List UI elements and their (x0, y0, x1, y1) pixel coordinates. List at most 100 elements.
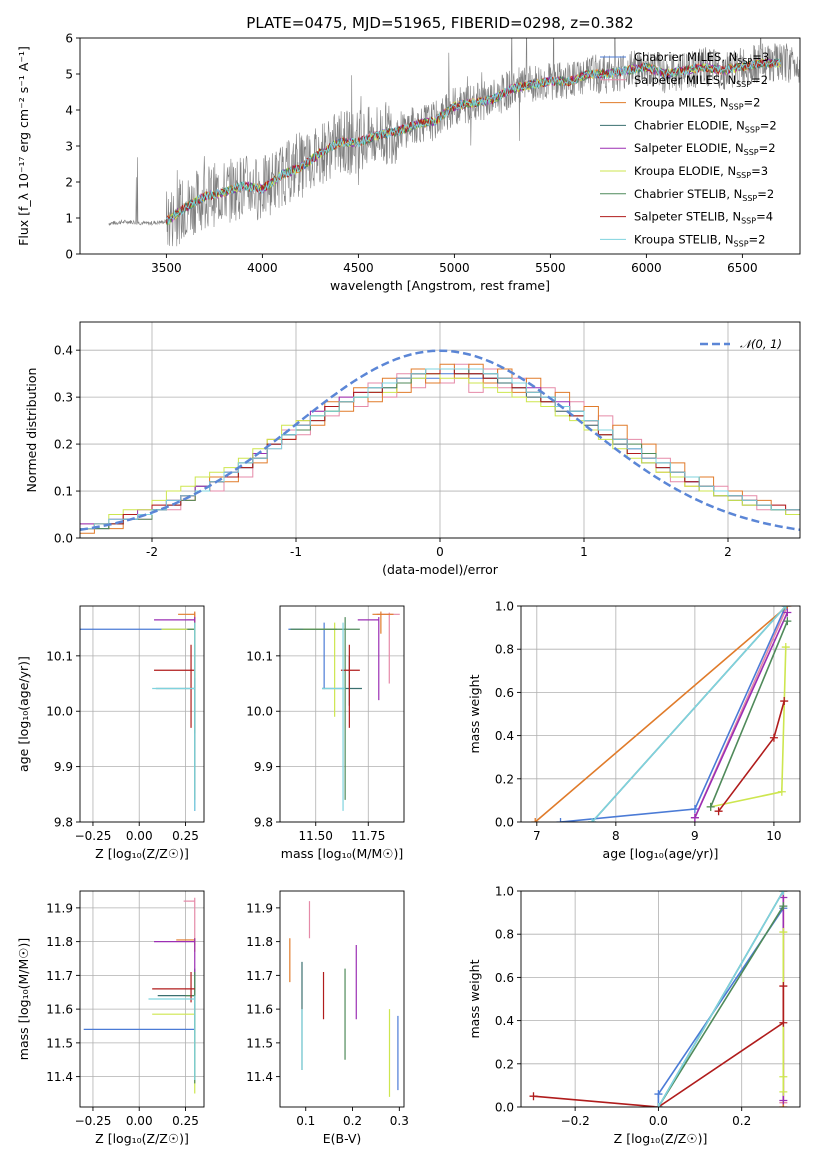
legend-label: Salpeter ELODIE, NSSP=2 (634, 141, 776, 157)
y-tick-label: 9.8 (254, 816, 273, 830)
x-tick-label: 2 (724, 545, 732, 559)
y-tick-label: 1.0 (495, 600, 514, 614)
legend-label: Chabrier STELIB, NSSP=2 (634, 187, 774, 203)
cumulative-marker (783, 608, 792, 617)
cumulative-line-kroupa-elodie (710, 646, 787, 808)
cumulative-marker (779, 1087, 788, 1096)
axes-frame (279, 890, 405, 1108)
x-tick-label: 3500 (151, 261, 182, 275)
legend-text: Chabrier STELIB, N (634, 187, 742, 201)
x-axis-label: wavelength [Angstrom, rest frame] (330, 278, 550, 293)
x-tick-label: −0.2 (561, 1114, 590, 1128)
legend-text: Salpeter MILES, N (634, 73, 736, 87)
y-tick-label: 11.6 (46, 1003, 73, 1017)
cumulative-marker (654, 1103, 663, 1107)
legend-subscript: SSP (736, 171, 751, 180)
legend-subscript: SSP (741, 217, 756, 226)
x-tick-label: 1 (580, 545, 588, 559)
legend-text: Kroupa ELODIE, N (634, 164, 736, 178)
chart-title: PLATE=0475, MJD=51965, FIBERID=0298, z=0… (246, 14, 633, 32)
cumulative-line-kroupa-stelib (591, 606, 787, 822)
x-axis-label: Z [log₁₀(Z/Z☉)] (95, 1131, 189, 1146)
y-tick-label: 0.4 (54, 344, 73, 358)
y-tick-label: 11.9 (246, 901, 273, 915)
cumulative-marker (654, 1090, 663, 1099)
legend-subscript: SSP (745, 125, 760, 134)
legend-label: 𝒩(0, 1) (740, 337, 782, 351)
panel-residuals: -2 -1 0 1 2 0.0 0.1 0.2 0.3 0.4 (data-model)/error… (24, 321, 801, 577)
legend-subscript: SSP (734, 239, 749, 248)
x-tick-label: 5000 (439, 261, 470, 275)
panel-cumweight_vs_age: 7 8 9 10 0.0 0.2 0.4 0.6 0.8 1.0 age [log₁₀(age/yr… (467, 600, 801, 861)
y-tick-label: 11.6 (246, 1003, 273, 1017)
panel-cumweight_vs_Z: −0.2 0.0 0.2 0.0 0.2 0.4 0.6 0.8 1.0 Z [log₁₀(Z/Z… (467, 885, 801, 1146)
legend-suffix: =3 (751, 164, 768, 178)
legend-suffix: =2 (757, 187, 774, 201)
panel-spectrum: 3500 4000 4500 5000 5500 6000 6500 0 1 2 3 4 5 6 wavel… (16, 32, 801, 293)
x-axis-label: Z [log₁₀(Z/Z☉)] (95, 846, 189, 861)
cumulative-line-chabrier-stelib (709, 620, 789, 808)
normal-curve (80, 349, 800, 532)
x-tick-label: 4000 (247, 261, 278, 275)
y-tick-label: 0.1 (54, 485, 73, 499)
x-axis-label: mass [log₁₀(M/M☉)] (281, 846, 403, 861)
x-tick-label: 11.50 (299, 829, 333, 843)
legend-text: Chabrier ELODIE, N (634, 118, 745, 132)
y-tick-label: 0.6 (495, 971, 514, 985)
cumulative-marker (777, 787, 786, 796)
x-tick-label: 8 (612, 829, 620, 843)
y-tick-label: 0.0 (495, 816, 514, 830)
y-tick-label: 3 (65, 140, 73, 154)
cumulative-marker (779, 928, 788, 937)
cumulative-marker (780, 697, 789, 706)
cumulative-marker (779, 1096, 788, 1105)
legend-label: Chabrier MILES, NSSP=3 (634, 50, 769, 66)
x-tick-label: 0.0 (649, 1114, 668, 1128)
axes-frame (79, 37, 801, 255)
x-tick-label: 0.00 (126, 1114, 153, 1128)
cumulative-marker (779, 902, 788, 911)
observed-spectrum-line (108, 38, 800, 247)
legend-suffix: =4 (756, 210, 773, 224)
y-tick-label: 11.9 (46, 901, 73, 915)
y-tick-label: 2 (65, 176, 73, 190)
legend-label: Kroupa ELODIE, NSSP=3 (634, 164, 768, 180)
x-tick-label: 7 (533, 829, 541, 843)
axes-frame (279, 605, 405, 823)
cumulative-marker (529, 1092, 538, 1101)
cumulative-marker (690, 813, 699, 822)
legend-suffix: =3 (752, 50, 769, 64)
legend-suffix: =2 (744, 96, 761, 110)
cumulative-marker (588, 818, 597, 822)
y-tick-label: 9.9 (254, 760, 273, 774)
x-axis-label: Z [log₁₀(Z/Z☉)] (614, 1131, 708, 1146)
x-axis-label: (data-model)/error (382, 562, 499, 577)
axes-frame (520, 605, 801, 823)
x-tick-label: 0.25 (172, 1114, 199, 1128)
cumulative-marker (779, 982, 788, 991)
cumulative-line-chabrier-miles (560, 606, 787, 822)
y-tick-label: 0.0 (495, 1101, 514, 1115)
legend-label: Kroupa MILES, NSSP=2 (634, 96, 760, 112)
legend-label: Salpeter STELIB, NSSP=4 (634, 210, 773, 226)
y-tick-label: 11.8 (246, 935, 273, 949)
plot-area (83, 897, 196, 1094)
axes-frame (79, 890, 205, 1108)
y-tick-label: 10.0 (46, 705, 73, 719)
legend-subscript: SSP (742, 194, 757, 203)
x-axis-label: age [log₁₀(age/yr)] (603, 846, 719, 861)
plot-area (289, 901, 399, 1097)
y-tick-label: 0.2 (495, 772, 514, 786)
x-tick-label: −0.25 (75, 829, 112, 843)
x-tick-label: 0.3 (390, 1114, 409, 1128)
panel-age_vs_Z: −0.25 0.00 0.25 9.8 9.9 10.0 10.1 Z [log₁₀(Z/Z☉… (16, 605, 205, 861)
y-tick-label: 0.2 (54, 438, 73, 452)
x-tick-label: 0.1 (296, 1114, 315, 1128)
model-line-kroupa-stelib (166, 58, 781, 225)
histogram-kroupa-elodie (80, 373, 800, 530)
legend-text: Salpeter STELIB, N (634, 210, 741, 224)
legend-suffix: =2 (760, 118, 777, 132)
legend-text: Chabrier MILES, N (634, 50, 737, 64)
